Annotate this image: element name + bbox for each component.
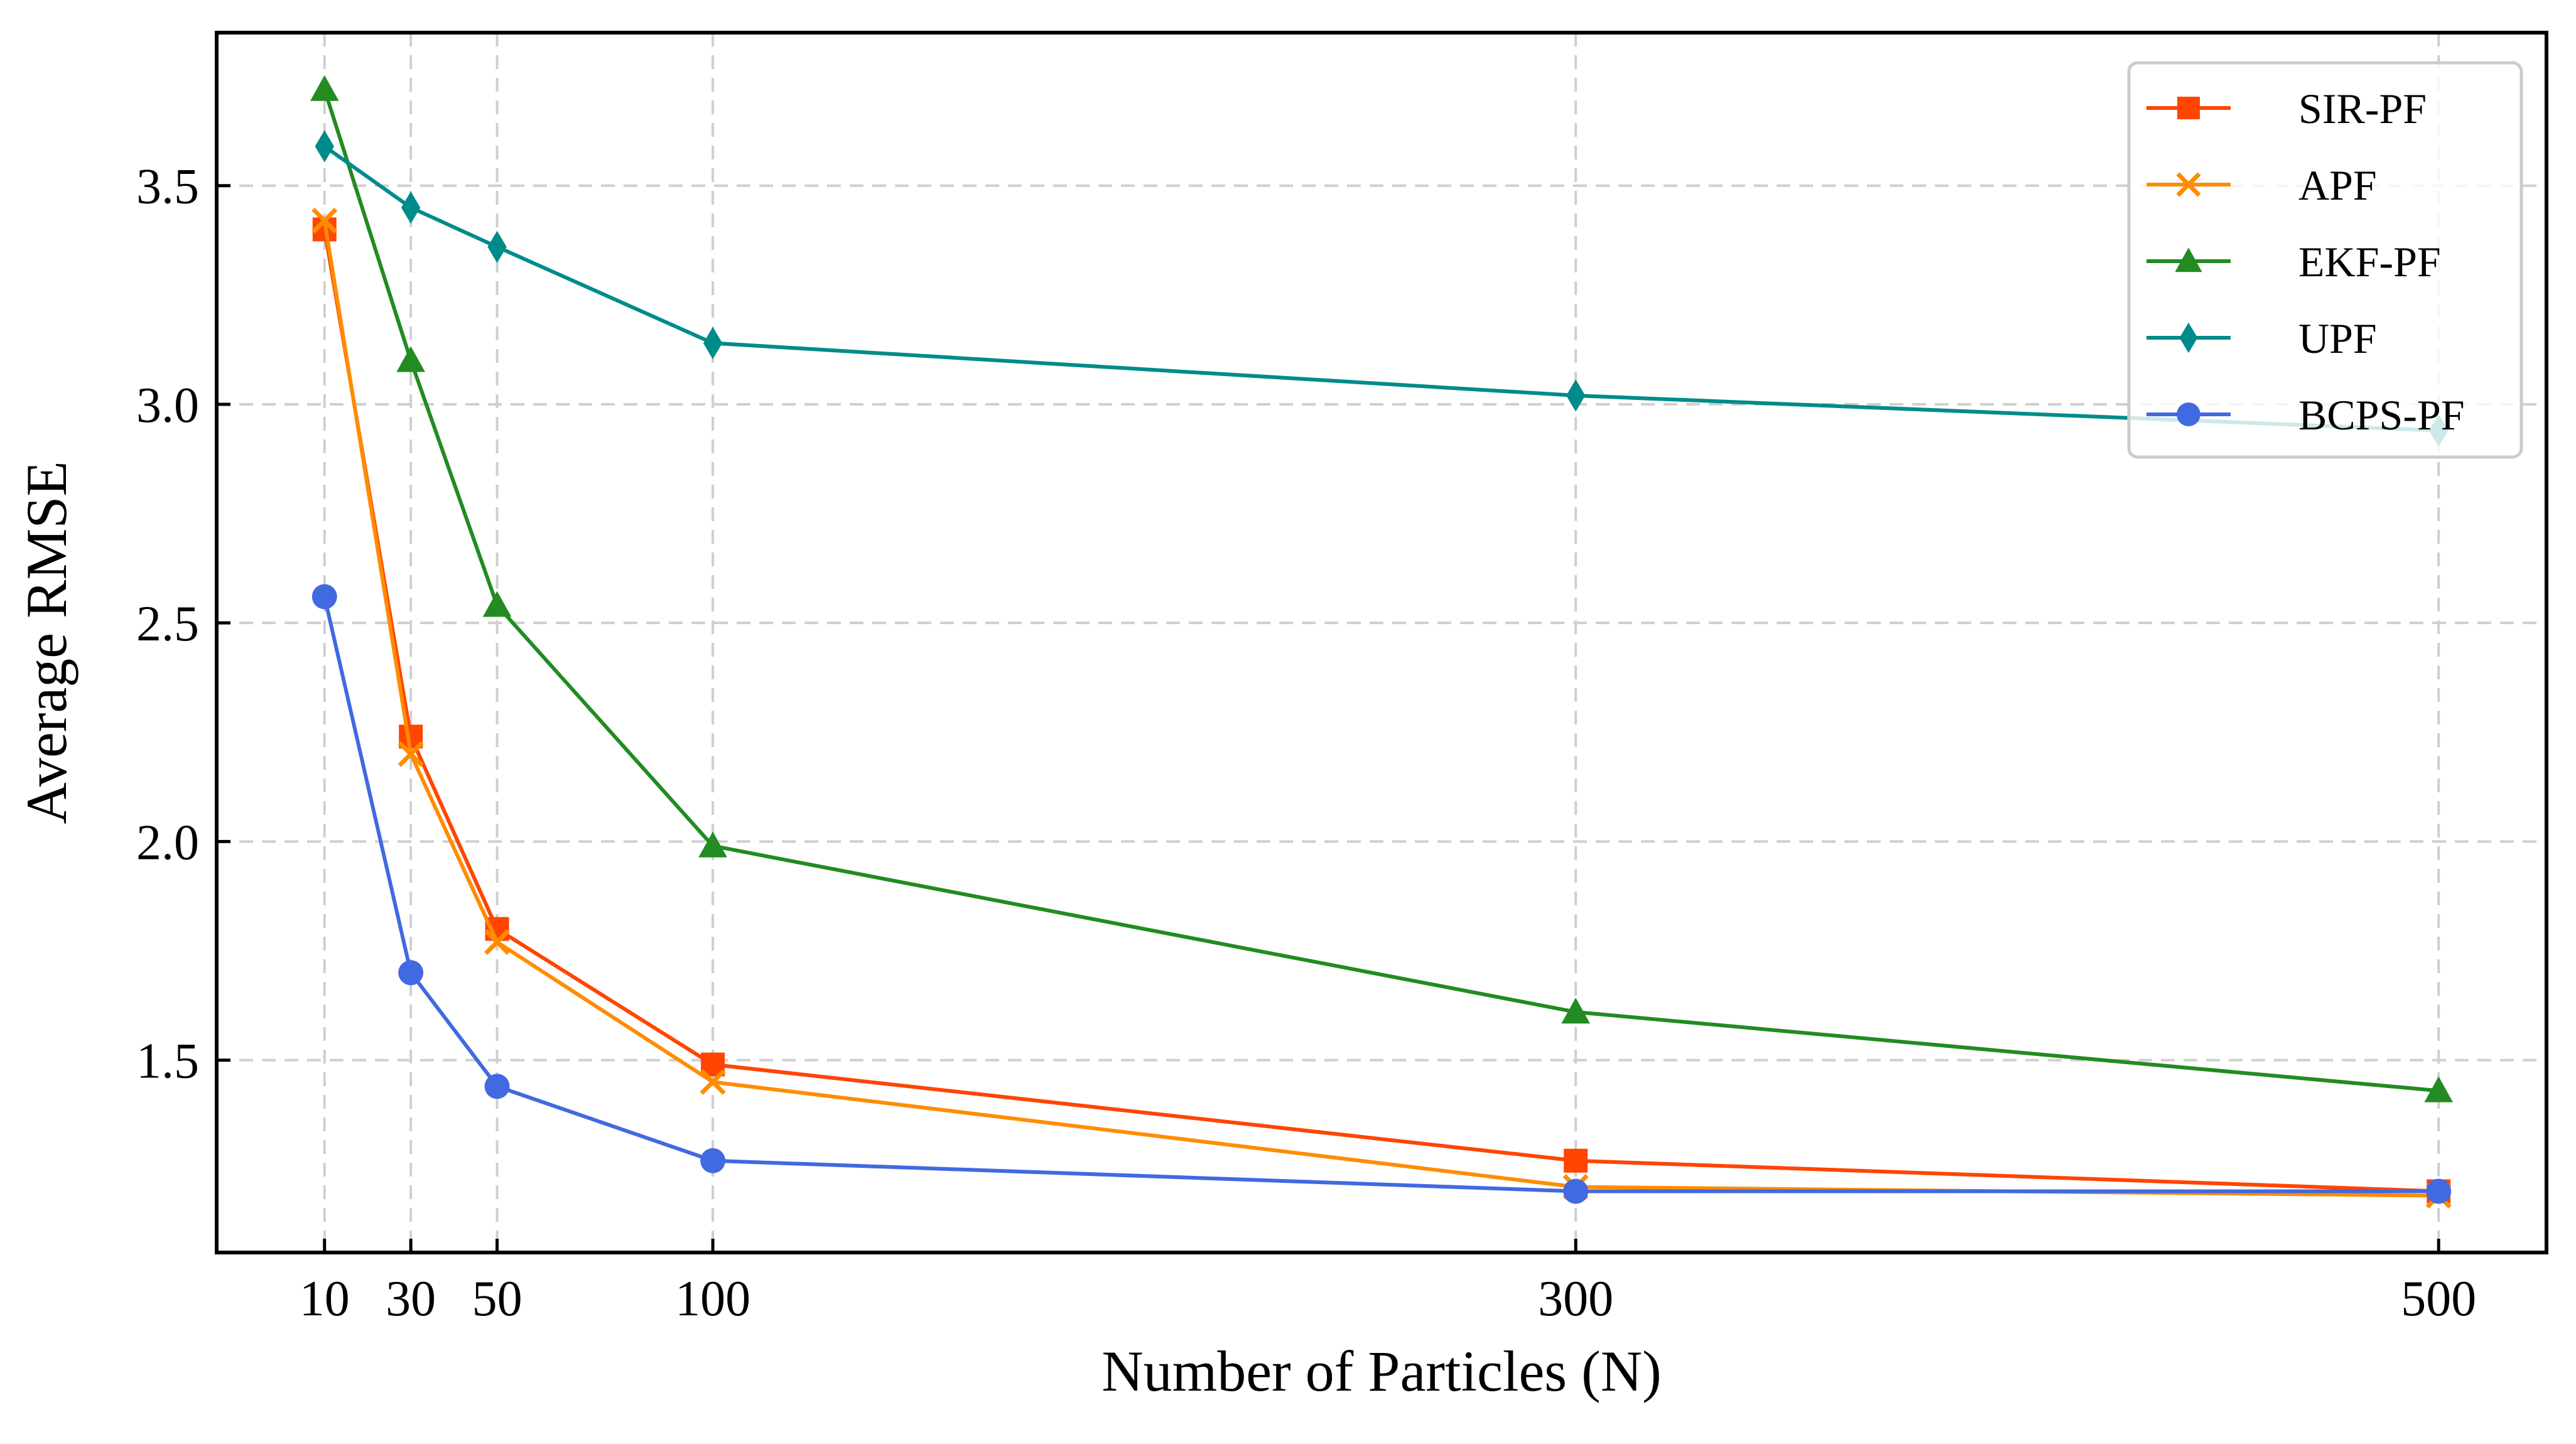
ekf-pf-point — [482, 591, 512, 617]
apf-point — [398, 741, 424, 767]
legend-item-sir-pf: SIR-PF — [2146, 85, 2427, 132]
y-tick-label: 3.5 — [136, 159, 199, 215]
bcps-pf-point — [700, 1148, 726, 1173]
upf-point — [703, 326, 723, 360]
ekf-pf-point — [2424, 1076, 2454, 1102]
x-tick-label: 300 — [1538, 1271, 1613, 1327]
x-axis-label: Number of Particles (N) — [1101, 1339, 1662, 1403]
bcps-pf-point — [2426, 1178, 2452, 1204]
bcps-pf-point — [311, 584, 337, 610]
y-tick-label: 2.0 — [136, 815, 199, 870]
x-tick-label: 30 — [386, 1271, 436, 1327]
ekf-pf-point — [1561, 998, 1590, 1024]
legend-marker — [2179, 322, 2198, 353]
legend-marker — [2176, 172, 2201, 197]
x-tick-label: 500 — [2401, 1271, 2476, 1327]
ekf-pf-point — [396, 346, 425, 372]
ekf-pf-line — [322, 89, 2439, 1093]
legend-marker — [2177, 402, 2200, 426]
y-axis-label: Average RMSE — [14, 461, 78, 824]
series-ekf-pf — [310, 75, 2454, 1102]
apf-point — [700, 1069, 726, 1095]
legend-label: UPF — [2298, 315, 2377, 362]
legend: SIR-PF APF EKF-PF UPF BCPS-PF — [2127, 61, 2523, 459]
upf-point — [487, 230, 507, 263]
series-bcps-pf — [311, 584, 2452, 1204]
grid — [217, 33, 2546, 1253]
y-tick-label: 3.0 — [136, 378, 199, 433]
legend-label: SIR-PF — [2298, 85, 2427, 132]
bcps-pf-point — [484, 1074, 510, 1099]
bcps-pf-line — [322, 596, 2439, 1193]
sir-pf-point — [1564, 1148, 1588, 1173]
legend-item-upf: UPF — [2146, 315, 2377, 362]
bcps-pf-point — [398, 960, 424, 986]
legend-item-apf: APF — [2146, 161, 2377, 209]
apf-line — [322, 220, 2439, 1198]
upf-point — [1566, 379, 1586, 412]
y-tick-label: 2.5 — [136, 596, 199, 652]
series-layer — [310, 75, 2454, 1209]
upf-point — [401, 191, 421, 224]
x-tick-label: 10 — [300, 1271, 350, 1327]
upf-point — [315, 130, 334, 163]
bcps-pf-point — [1563, 1178, 1589, 1204]
legend-label: APF — [2298, 161, 2377, 209]
apf-point — [484, 929, 511, 956]
legend-item-ekf-pf: EKF-PF — [2146, 238, 2441, 286]
ekf-pf-point — [310, 75, 339, 101]
sir-pf-line — [322, 229, 2439, 1193]
legend-marker — [2177, 97, 2200, 119]
x-tick-label: 100 — [675, 1271, 750, 1327]
legend-label: BCPS-PF — [2298, 391, 2465, 439]
legend-marker — [2175, 247, 2202, 272]
legend-box — [2127, 61, 2523, 459]
apf-point — [311, 207, 338, 234]
axis-ticks: 10 30 50 100 300 500 1.5 2.0 2.5 3.0 3.5 — [136, 159, 2476, 1327]
x-tick-label: 50 — [472, 1271, 522, 1327]
upf-line — [323, 144, 2439, 433]
legend-item-bcps-pf: BCPS-PF — [2146, 391, 2465, 439]
legend-label: EKF-PF — [2298, 238, 2441, 286]
y-tick-label: 1.5 — [136, 1034, 199, 1089]
ekf-pf-point — [698, 831, 727, 858]
plot-frame — [215, 31, 2548, 1254]
